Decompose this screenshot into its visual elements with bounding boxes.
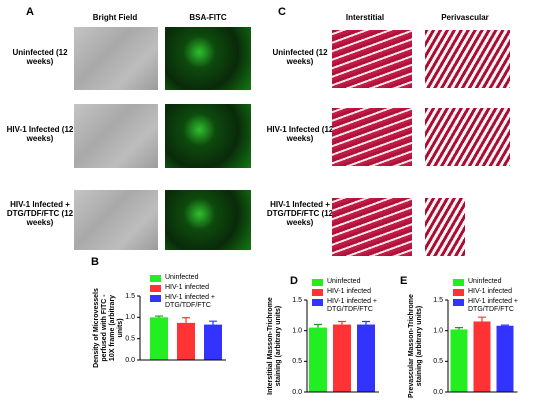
bar xyxy=(473,321,491,392)
y-axis-label: Density of Microvessels perfused with FI… xyxy=(93,288,125,368)
column-header: Interstitial xyxy=(345,13,385,22)
y-tick-label: 0.5 xyxy=(125,336,135,343)
legend-label: HIV-1 infected xyxy=(165,284,209,291)
column-header: Perivascular xyxy=(441,13,489,22)
legend-label: Uninfected xyxy=(165,274,199,281)
y-tick-label: 1.0 xyxy=(433,328,443,335)
bar xyxy=(357,324,375,392)
panel-letter: A xyxy=(26,6,34,18)
bar xyxy=(150,317,168,360)
bar xyxy=(496,325,514,392)
legend-label: HIV-1 infected + DTG/TDF/FTC xyxy=(468,298,519,313)
row-label: HIV-1 Infected (12 weeks) xyxy=(6,125,74,144)
legend-swatch xyxy=(312,289,323,296)
row-label: HIV-1 Infected + DTG/TDF/FTC (12 weeks) xyxy=(6,200,74,228)
legend-swatch xyxy=(453,299,464,306)
row-label: HIV-1 Infected + DTG/TDF/FTC (12 weeks) xyxy=(266,200,334,228)
panel-letter: E xyxy=(400,275,408,287)
image xyxy=(165,27,251,90)
legend-label: Uninfected xyxy=(468,278,502,285)
legend-swatch xyxy=(150,275,161,282)
row-label: Uninfected (12 weeks) xyxy=(12,48,68,67)
legend-swatch xyxy=(453,289,464,296)
image xyxy=(165,190,251,250)
image xyxy=(74,104,158,168)
image xyxy=(332,198,412,256)
y-tick-label: 0.5 xyxy=(292,358,302,365)
legend-swatch xyxy=(312,299,323,306)
legend-swatch xyxy=(150,295,161,302)
error-bar xyxy=(182,317,190,323)
bar xyxy=(177,322,195,360)
row-label: Uninfected (12 weeks) xyxy=(272,48,328,67)
image xyxy=(332,108,412,166)
bar xyxy=(450,329,468,392)
bar xyxy=(333,324,351,392)
column-header: BSA-FITC xyxy=(189,13,227,22)
bar xyxy=(309,327,327,392)
y-tick-label: 0.0 xyxy=(125,357,135,364)
y-tick-label: 1.0 xyxy=(292,328,302,335)
y-tick-label: 0.5 xyxy=(433,358,443,365)
legend-label: HIV-1 infected xyxy=(327,288,371,295)
legend-label: HIV-1 infected xyxy=(468,288,512,295)
image xyxy=(332,30,412,88)
error-bar xyxy=(338,320,346,325)
panel-letter: C xyxy=(278,6,286,18)
image xyxy=(425,30,510,88)
error-bar xyxy=(478,316,486,322)
legend-label: HIV-1 infected + DTG/TDF/FTC xyxy=(165,294,216,309)
error-bar xyxy=(209,320,217,325)
y-tick-label: 1.5 xyxy=(433,297,443,304)
column-header: Bright Field xyxy=(92,13,138,22)
panel-letter: D xyxy=(290,275,298,287)
legend-swatch xyxy=(453,279,464,286)
legend-label: Uninfected xyxy=(327,278,361,285)
panel-letter: B xyxy=(91,256,99,268)
legend-swatch xyxy=(312,279,323,286)
error-bar xyxy=(314,323,322,328)
y-axis-label: Interstitial Masson-Trichrome staining (… xyxy=(267,297,283,395)
image xyxy=(74,190,158,250)
y-axis-label: Prevascular Masson-Trichrome staining (a… xyxy=(408,294,424,398)
error-bar xyxy=(155,315,163,318)
image xyxy=(425,108,510,166)
y-tick-label: 1.5 xyxy=(125,293,135,300)
y-tick-label: 1.5 xyxy=(292,297,302,304)
image xyxy=(425,198,465,256)
row-label: HIV-1 Infected (12 weeks) xyxy=(266,125,334,144)
error-bar xyxy=(501,324,509,326)
y-tick-label: 0.0 xyxy=(292,389,302,396)
legend-label: HIV-1 infected + DTG/TDF/FTC xyxy=(327,298,378,313)
y-tick-label: 0.0 xyxy=(433,389,443,396)
error-bar xyxy=(455,327,463,330)
legend-swatch xyxy=(150,285,161,292)
bar xyxy=(204,324,222,360)
image xyxy=(165,104,251,168)
image xyxy=(74,27,158,90)
error-bar xyxy=(362,320,370,325)
y-tick-label: 1.0 xyxy=(125,314,135,321)
